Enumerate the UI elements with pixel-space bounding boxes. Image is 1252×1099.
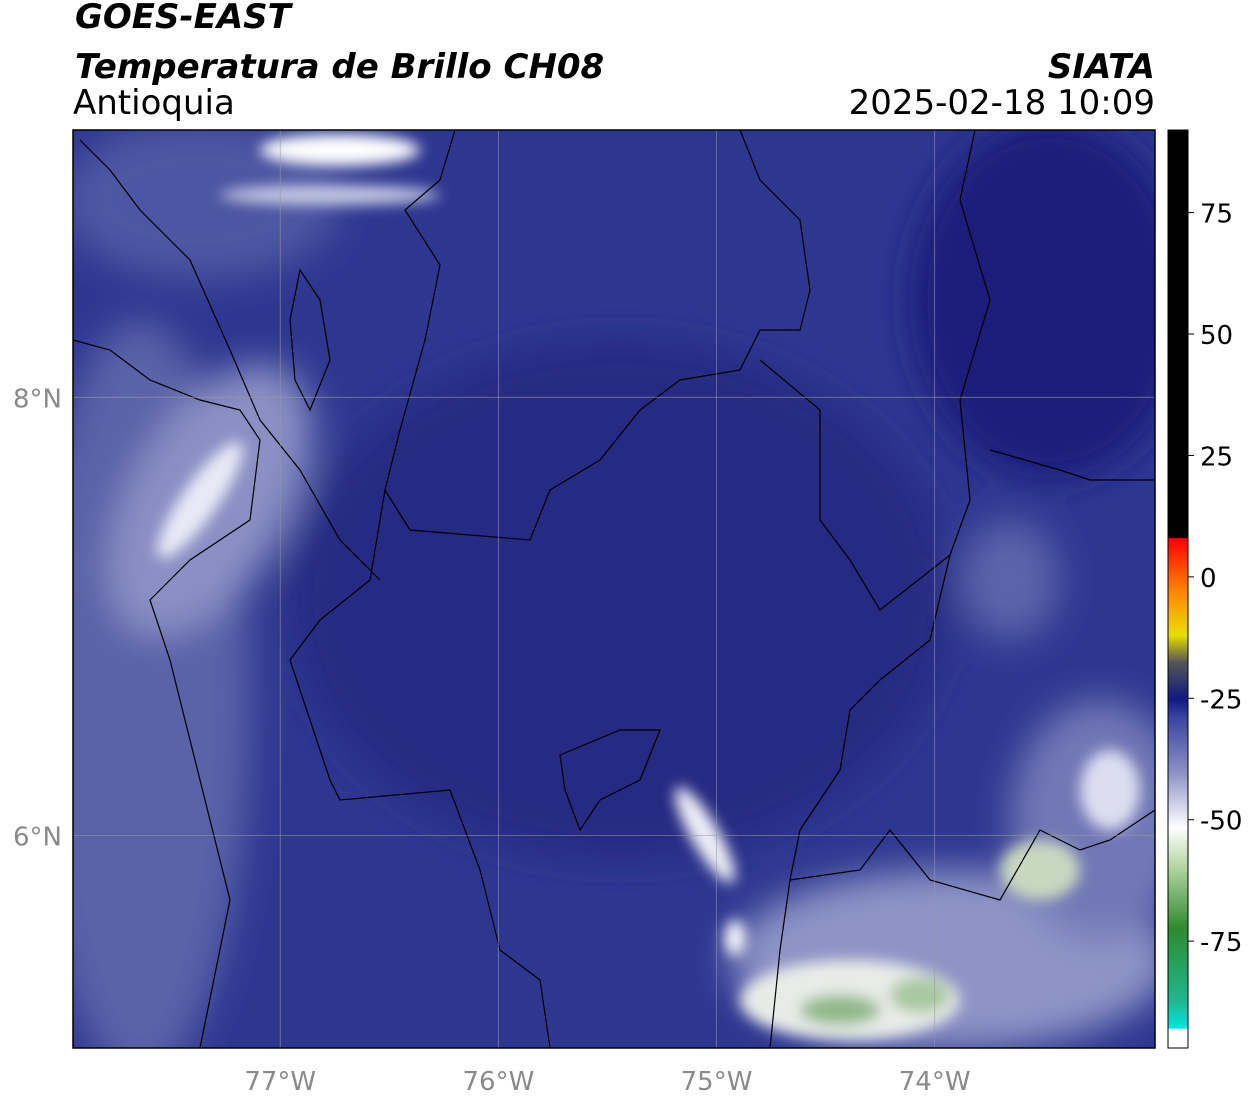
lon-label: 76°W xyxy=(462,1067,534,1097)
colorbar-tick-label: 0 xyxy=(1200,564,1217,594)
region: Antioquia xyxy=(73,83,235,123)
borders xyxy=(73,130,1155,1048)
datetime: 2025-02-18 10:09 xyxy=(849,83,1155,123)
subtitle: Temperatura de Brillo CH08 xyxy=(75,47,604,87)
colorbar-tick-label: 25 xyxy=(1200,442,1233,472)
map-frame xyxy=(72,129,1156,1049)
colorbar-tick-label: 50 xyxy=(1200,321,1233,351)
lon-label: 74°W xyxy=(899,1067,971,1097)
colorbar-tick-label: -50 xyxy=(1200,807,1242,837)
colorbar-ticks: 75 50 25 0 -25 -50 -75 xyxy=(1188,200,1242,958)
map-grid xyxy=(73,130,1155,1048)
colorbar-tick-label: 75 xyxy=(1200,200,1233,230)
lon-label: 77°W xyxy=(244,1067,316,1097)
lat-label: 8°N xyxy=(13,384,62,414)
title: GOES-EAST xyxy=(75,0,294,37)
agency: SIATA xyxy=(1048,47,1155,87)
satellite-image xyxy=(73,130,1155,1048)
lon-label: 75°W xyxy=(681,1067,753,1097)
colorbar-tick-label: -25 xyxy=(1200,685,1242,715)
colorbar xyxy=(1167,129,1189,1049)
lat-label: 6°N xyxy=(13,822,62,852)
colorbar-tick-label: -75 xyxy=(1200,928,1242,958)
